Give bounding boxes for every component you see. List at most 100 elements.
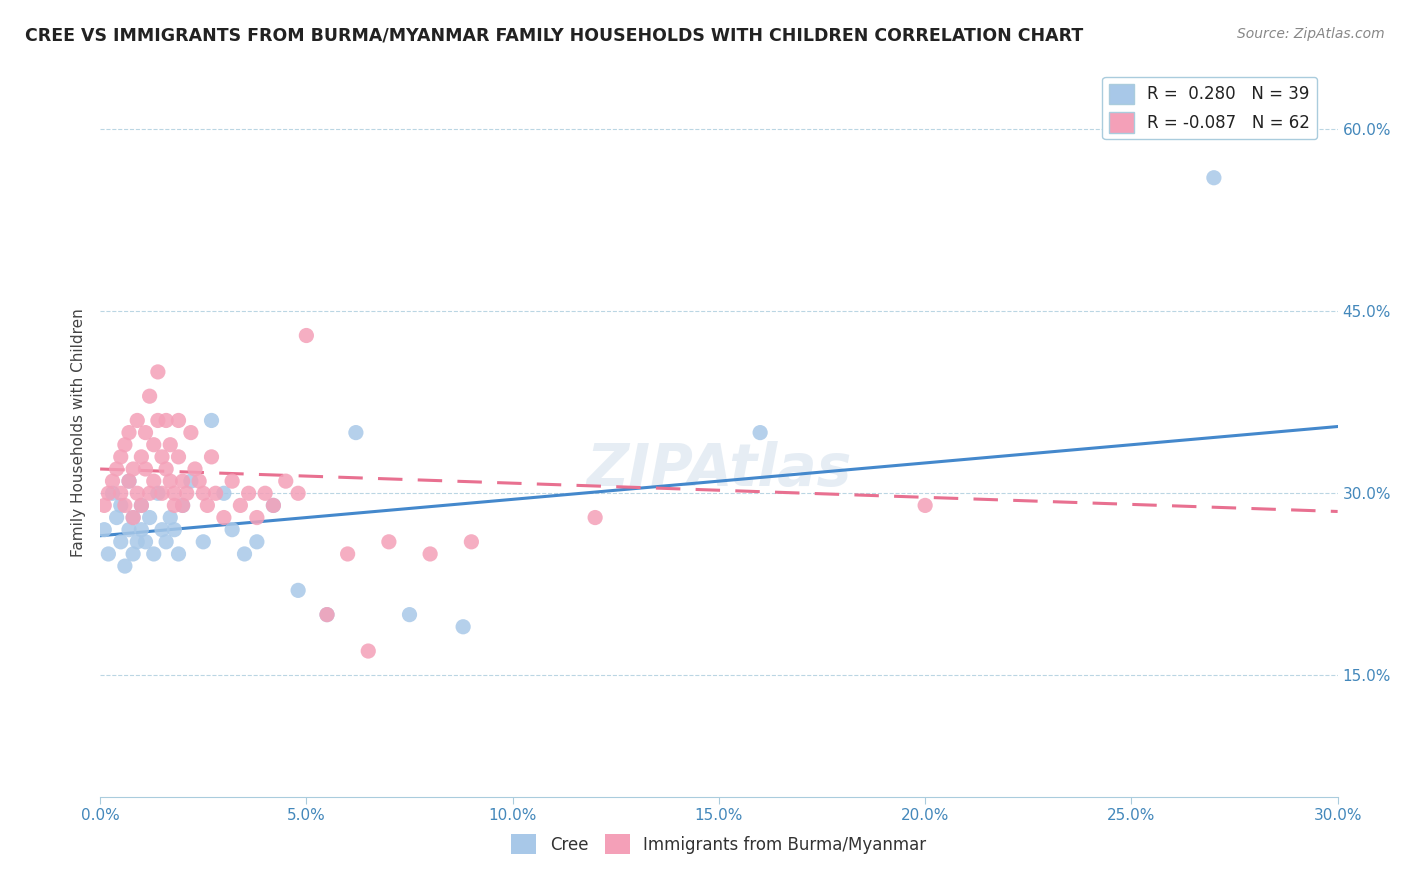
Point xyxy=(357,644,380,658)
Point xyxy=(150,450,173,464)
Point xyxy=(97,547,120,561)
Point xyxy=(146,413,169,427)
Point xyxy=(155,462,177,476)
Point xyxy=(262,499,284,513)
Point xyxy=(221,474,243,488)
Point xyxy=(184,462,207,476)
Point xyxy=(134,425,156,440)
Point xyxy=(122,462,145,476)
Point xyxy=(93,499,115,513)
Point xyxy=(110,499,132,513)
Point xyxy=(118,425,141,440)
Point xyxy=(110,486,132,500)
Text: Source: ZipAtlas.com: Source: ZipAtlas.com xyxy=(1237,27,1385,41)
Point xyxy=(142,438,165,452)
Y-axis label: Family Households with Children: Family Households with Children xyxy=(72,309,86,557)
Point xyxy=(138,389,160,403)
Point xyxy=(114,499,136,513)
Point xyxy=(134,462,156,476)
Point xyxy=(138,486,160,500)
Point xyxy=(193,534,215,549)
Point xyxy=(114,559,136,574)
Point xyxy=(155,413,177,427)
Point xyxy=(398,607,420,622)
Point xyxy=(101,486,124,500)
Point xyxy=(163,486,186,500)
Point xyxy=(118,474,141,488)
Point xyxy=(155,534,177,549)
Point xyxy=(142,474,165,488)
Point xyxy=(159,438,181,452)
Point xyxy=(131,499,153,513)
Point xyxy=(914,499,936,513)
Point xyxy=(101,474,124,488)
Point xyxy=(167,547,190,561)
Point xyxy=(180,474,202,488)
Point xyxy=(105,510,128,524)
Point xyxy=(212,486,235,500)
Point xyxy=(238,486,260,500)
Point xyxy=(93,523,115,537)
Point xyxy=(180,425,202,440)
Point xyxy=(460,534,482,549)
Point xyxy=(316,607,339,622)
Point xyxy=(131,450,153,464)
Point xyxy=(204,486,226,500)
Point xyxy=(122,547,145,561)
Point xyxy=(131,499,153,513)
Point xyxy=(118,523,141,537)
Point xyxy=(221,523,243,537)
Point xyxy=(127,534,149,549)
Point xyxy=(274,474,297,488)
Legend: R =  0.280   N = 39, R = -0.087   N = 62: R = 0.280 N = 39, R = -0.087 N = 62 xyxy=(1102,77,1317,139)
Point xyxy=(1202,170,1225,185)
Point xyxy=(122,510,145,524)
Point xyxy=(159,510,181,524)
Point xyxy=(134,534,156,549)
Point xyxy=(172,474,194,488)
Point xyxy=(163,523,186,537)
Point xyxy=(451,620,474,634)
Point xyxy=(114,438,136,452)
Point xyxy=(344,425,367,440)
Point xyxy=(262,499,284,513)
Point xyxy=(122,510,145,524)
Point xyxy=(246,534,269,549)
Point xyxy=(127,486,149,500)
Point xyxy=(749,425,772,440)
Point xyxy=(200,450,222,464)
Point xyxy=(583,510,606,524)
Point xyxy=(150,486,173,500)
Point xyxy=(131,523,153,537)
Point xyxy=(97,486,120,500)
Point xyxy=(167,450,190,464)
Point xyxy=(176,486,198,500)
Point xyxy=(212,510,235,524)
Point xyxy=(110,450,132,464)
Text: ZIPAtlas: ZIPAtlas xyxy=(586,441,852,498)
Point xyxy=(200,413,222,427)
Point xyxy=(246,510,269,524)
Point xyxy=(295,328,318,343)
Point xyxy=(378,534,401,549)
Point xyxy=(127,413,149,427)
Point xyxy=(163,499,186,513)
Text: CREE VS IMMIGRANTS FROM BURMA/MYANMAR FAMILY HOUSEHOLDS WITH CHILDREN CORRELATIO: CREE VS IMMIGRANTS FROM BURMA/MYANMAR FA… xyxy=(25,27,1084,45)
Point xyxy=(167,413,190,427)
Point xyxy=(105,462,128,476)
Point xyxy=(316,607,339,622)
Point xyxy=(172,499,194,513)
Point xyxy=(188,474,211,488)
Point xyxy=(419,547,441,561)
Point xyxy=(287,583,309,598)
Point xyxy=(138,510,160,524)
Point xyxy=(146,365,169,379)
Point xyxy=(233,547,256,561)
Point xyxy=(142,547,165,561)
Point xyxy=(146,486,169,500)
Point xyxy=(118,474,141,488)
Point xyxy=(110,534,132,549)
Point xyxy=(150,523,173,537)
Point xyxy=(229,499,252,513)
Point xyxy=(159,474,181,488)
